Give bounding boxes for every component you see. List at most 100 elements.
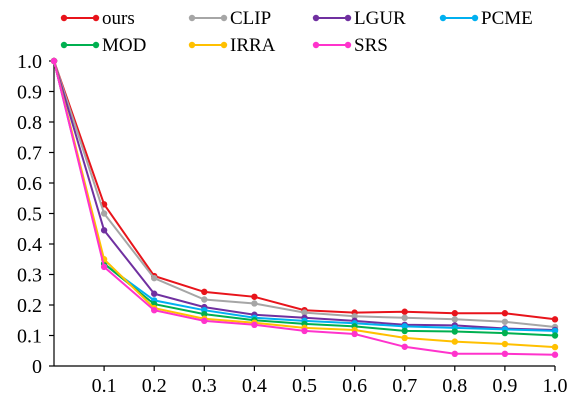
legend-marker: [220, 14, 228, 22]
y-tick-label: 0.2: [17, 295, 42, 317]
x-tick-label: 0.4: [242, 375, 267, 396]
legend-marker: [312, 14, 320, 22]
legend-marker: [439, 14, 447, 22]
legend-label: MOD: [102, 35, 146, 56]
data-point: [351, 313, 358, 320]
data-point: [401, 343, 408, 350]
y-tick-label: 0.9: [17, 82, 42, 104]
data-point: [251, 321, 258, 329]
data-point: [551, 327, 559, 335]
x-tick-label: 0.1: [92, 375, 117, 396]
legend-marker: [312, 41, 320, 49]
series-layer: [50, 57, 559, 358]
data-point: [301, 327, 308, 335]
series-irra: [50, 57, 559, 351]
legend-label: SRS: [354, 35, 388, 56]
data-point: [451, 316, 458, 323]
data-point: [151, 290, 158, 297]
data-point: [201, 317, 208, 325]
series-pcme: [50, 57, 559, 335]
legend-label: IRRA: [230, 35, 276, 56]
legend-marker: [344, 41, 352, 49]
legend-marker: [471, 14, 479, 22]
legend-marker: [92, 41, 100, 49]
legend-item-mod: MOD: [60, 35, 146, 56]
x-tick-label: 0.8: [442, 375, 467, 396]
y-tick-label: 0: [32, 356, 42, 378]
data-point: [401, 308, 408, 315]
legend-marker: [60, 14, 68, 22]
x-tick-label: 0.9: [492, 375, 517, 396]
y-tick-label: 0.6: [17, 173, 42, 195]
series-line: [53, 60, 556, 328]
series-mod: [50, 57, 559, 339]
data-point: [551, 316, 559, 323]
data-point: [100, 263, 108, 271]
y-tick-label: 0.8: [17, 112, 42, 134]
data-point: [551, 343, 559, 351]
legend-item-pcme: PCME: [439, 8, 533, 29]
y-tick-label: 0.3: [17, 265, 42, 287]
legend-marker: [220, 41, 228, 49]
data-point: [151, 274, 158, 282]
series-clip: [50, 57, 559, 331]
data-point: [501, 329, 509, 337]
series-srs: [50, 57, 559, 358]
data-point: [201, 288, 208, 296]
data-point: [501, 310, 509, 317]
series-line: [53, 60, 556, 349]
data-point: [100, 227, 108, 234]
legend-item-lgur: LGUR: [312, 8, 406, 29]
legend-marker: [188, 14, 196, 22]
legend: ours CLIP LGUR PCME MOD IRRA SRS: [60, 8, 533, 56]
x-tick-label: 0.5: [292, 375, 317, 396]
axes: 0 0.1 0.2 0.3 0.4 0.5 0.6 0.7 0.8 0.9 1.0 0.1 0.2 0.3…: [17, 51, 568, 396]
series-line: [53, 60, 556, 332]
legend-item-clip: CLIP: [188, 8, 271, 29]
legend-marker: [92, 14, 100, 22]
y-tick-label: 1.0: [17, 51, 42, 73]
data-point: [551, 351, 559, 358]
legend-marker: [344, 14, 352, 22]
y-tick-label: 0.1: [17, 326, 42, 348]
series-line: [53, 60, 556, 337]
x-tick-label: 0.7: [392, 375, 417, 396]
data-point: [301, 309, 308, 316]
data-point: [100, 210, 108, 217]
y-tick-label: 0.7: [17, 143, 42, 165]
x-tick-label: 0.6: [342, 375, 367, 396]
data-point: [451, 310, 458, 317]
data-point: [251, 293, 258, 300]
data-point: [401, 323, 408, 330]
data-point: [501, 350, 509, 357]
data-point: [401, 327, 408, 335]
legend-item-ours: ours: [60, 8, 135, 29]
legend-marker: [188, 41, 196, 49]
data-point: [251, 300, 258, 307]
data-point: [501, 318, 509, 325]
data-point: [401, 314, 408, 322]
data-point: [451, 338, 458, 345]
legend-item-srs: SRS: [312, 35, 388, 56]
x-tick-label: 1.0: [543, 375, 568, 396]
data-point: [201, 310, 208, 318]
data-point: [451, 328, 458, 335]
x-tick-label: 0.2: [142, 375, 167, 396]
data-point: [451, 350, 458, 357]
legend-item-irra: IRRA: [188, 35, 276, 56]
data-point: [351, 330, 358, 338]
data-point: [551, 332, 559, 339]
data-point: [501, 340, 509, 348]
legend-label: CLIP: [230, 8, 271, 29]
data-point: [201, 296, 208, 303]
legend-label: LGUR: [354, 8, 406, 29]
legend-label: PCME: [481, 8, 533, 29]
data-point: [151, 306, 158, 314]
y-tick-label: 0.4: [17, 234, 42, 256]
y-tick-label: 0.5: [17, 204, 42, 226]
data-point: [401, 334, 408, 342]
legend-marker: [60, 41, 68, 49]
legend-label: ours: [102, 8, 135, 29]
x-tick-label: 0.3: [192, 375, 217, 396]
